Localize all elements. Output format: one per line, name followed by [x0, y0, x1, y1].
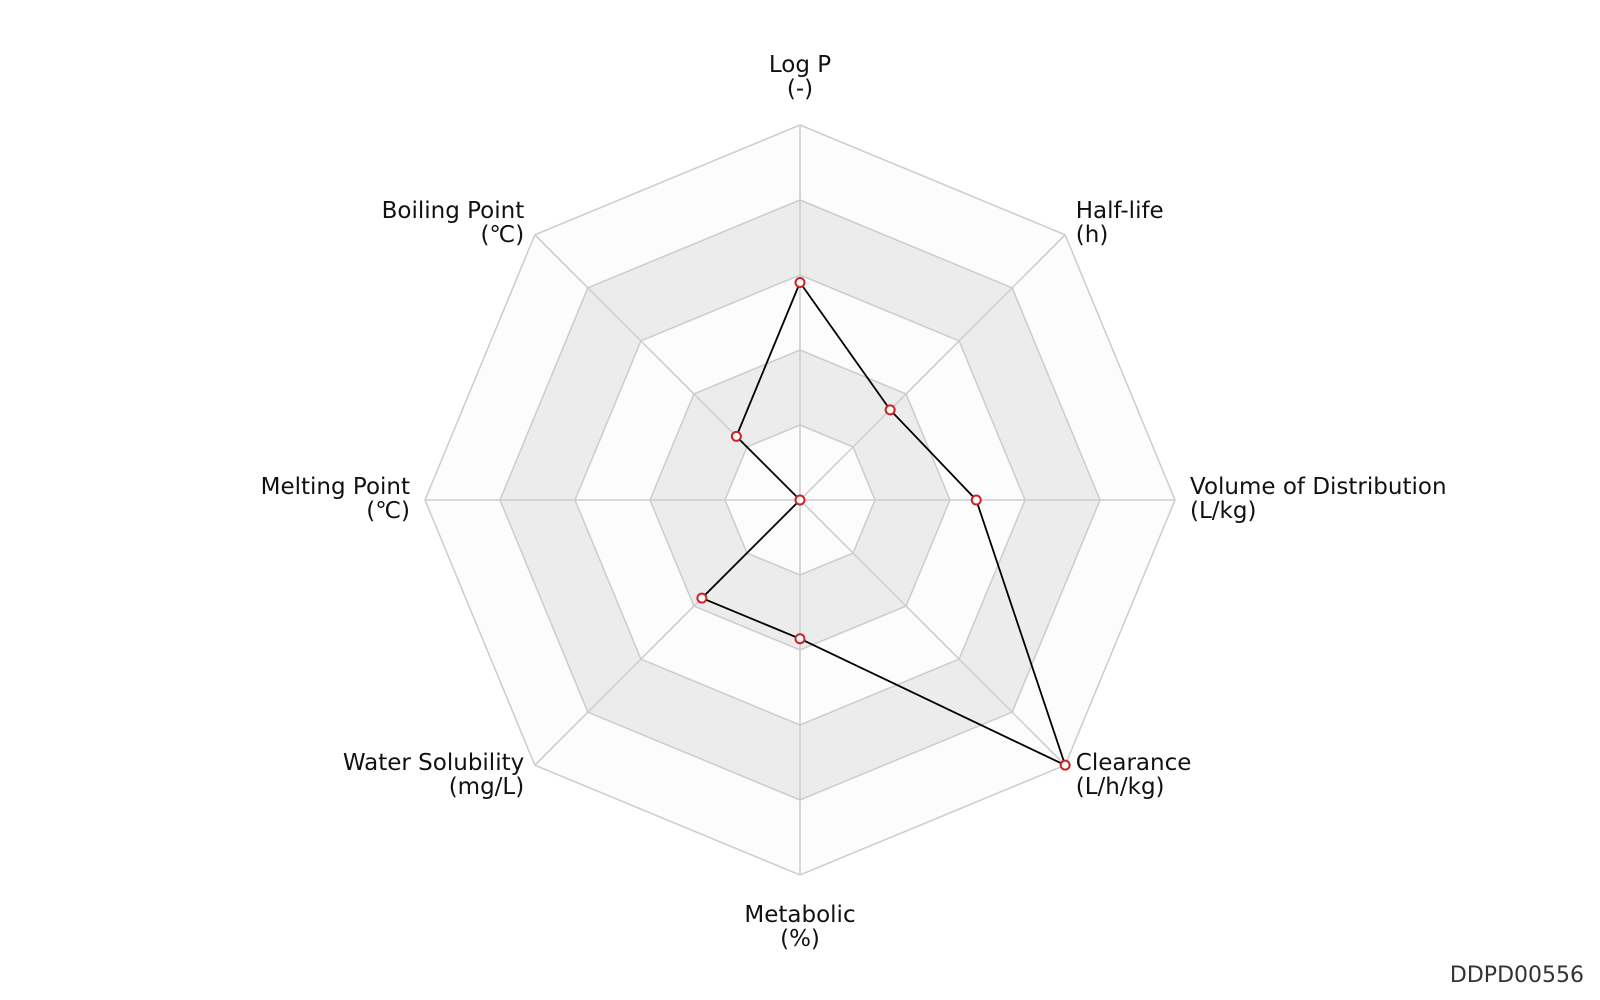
axis-unit-7: (℃): [480, 222, 524, 248]
axis-unit-6: (℃): [366, 498, 410, 524]
data-point-3: [1059, 759, 1071, 771]
data-point-6: [794, 494, 806, 506]
axis-unit-2: (L/kg): [1190, 498, 1256, 524]
axis-label-6: Melting Point: [261, 474, 410, 500]
radar-series: [696, 277, 1071, 771]
radar-spokes: [425, 125, 1175, 875]
data-point-2: [970, 494, 982, 506]
data-point-4: [794, 633, 806, 645]
chart-id: DDPD00556: [1449, 963, 1584, 988]
data-point-7: [730, 430, 742, 442]
data-point-0: [794, 277, 806, 288]
axis-label-2: Volume of Distribution: [1190, 474, 1447, 500]
axis-unit-0: (-): [787, 76, 813, 102]
axis-label-0: Log P: [769, 52, 831, 78]
axis-label-1: Half-life: [1076, 198, 1164, 224]
axis-label-7: Boiling Point: [382, 198, 525, 224]
axis-unit-3: (L/h/kg): [1076, 774, 1165, 800]
spoke-1: [799, 234, 1066, 501]
axis-unit-4: (%): [780, 926, 820, 952]
axis-labels: Log P(-) Half-life(h) Volume of Distributi…: [261, 52, 1447, 952]
data-point-1: [884, 404, 896, 416]
axis-label-4: Metabolic: [744, 902, 855, 928]
data-point-5: [696, 592, 708, 604]
axis-unit-5: (mg/L): [449, 774, 525, 800]
axis-label-5: Water Solubility: [343, 750, 524, 776]
axis-unit-1: (h): [1076, 222, 1109, 248]
spoke-3: [799, 499, 1066, 766]
axis-label-3: Clearance: [1076, 750, 1192, 776]
